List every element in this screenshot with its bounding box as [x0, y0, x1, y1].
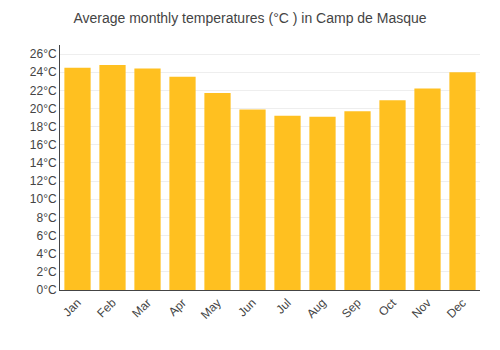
- svg-text:12°C: 12°C: [30, 174, 57, 188]
- svg-text:Nov: Nov: [409, 296, 434, 321]
- svg-text:6°C: 6°C: [36, 229, 56, 243]
- svg-text:Average monthly temperatures (: Average monthly temperatures (°C ) in Ca…: [73, 10, 426, 26]
- svg-text:Sep: Sep: [339, 296, 364, 321]
- svg-text:18°C: 18°C: [30, 120, 57, 134]
- svg-text:Apr: Apr: [166, 296, 189, 319]
- svg-text:0°C: 0°C: [36, 283, 56, 297]
- svg-text:24°C: 24°C: [30, 65, 57, 79]
- svg-text:Jun: Jun: [235, 296, 259, 320]
- svg-text:2°C: 2°C: [36, 265, 56, 279]
- svg-text:Feb: Feb: [94, 296, 119, 321]
- svg-text:Jan: Jan: [60, 296, 84, 320]
- svg-text:10°C: 10°C: [30, 192, 57, 206]
- svg-text:May: May: [198, 296, 224, 322]
- svg-text:26°C: 26°C: [30, 47, 57, 61]
- svg-text:Aug: Aug: [304, 296, 329, 321]
- svg-text:22°C: 22°C: [30, 84, 57, 98]
- svg-text:Dec: Dec: [444, 296, 469, 321]
- svg-text:Mar: Mar: [129, 296, 154, 321]
- svg-text:Jul: Jul: [273, 296, 294, 317]
- svg-text:14°C: 14°C: [30, 156, 57, 170]
- svg-text:Oct: Oct: [376, 295, 400, 319]
- svg-text:20°C: 20°C: [30, 102, 57, 116]
- svg-text:4°C: 4°C: [36, 247, 56, 261]
- svg-text:8°C: 8°C: [36, 211, 56, 225]
- svg-text:16°C: 16°C: [30, 138, 57, 152]
